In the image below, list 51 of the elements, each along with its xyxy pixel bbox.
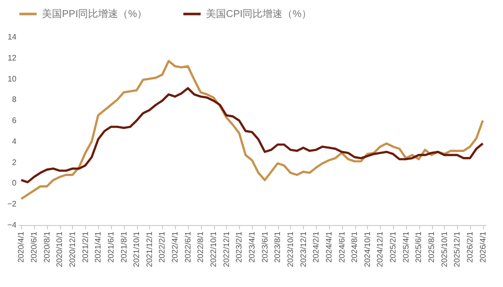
- x-tick-label: 2025/4/1: [401, 230, 410, 263]
- x-tick-label: 2022/6/1: [183, 230, 192, 263]
- y-tick-label: 4: [12, 136, 18, 146]
- x-tick-label: 2023/2/1: [234, 230, 244, 263]
- x-tick-label: 2024/12/1: [376, 230, 385, 268]
- x-tick-label: 2026/4/1: [478, 230, 488, 263]
- x-tick-label: 2025/6/1: [414, 230, 424, 263]
- y-tick-label: 14: [8, 32, 18, 42]
- x-tick-label: 2022/2/1: [158, 230, 167, 263]
- x-tick-label: 2023/4/1: [248, 230, 256, 263]
- x-tick-label: 2021/4/1: [94, 230, 103, 263]
- x-tick-label: 2023/8/1: [273, 230, 282, 263]
- y-tick-label: 0: [12, 178, 18, 188]
- line-series: [20, 60, 484, 200]
- x-tick-label: 2023/10/1: [286, 230, 295, 268]
- x-tick-label: 2025/2/1: [388, 230, 398, 263]
- x-tick-label: 2020/10/1: [55, 230, 64, 268]
- x-tick-label: 2021/12/1: [144, 230, 154, 268]
- y-tick-label: 2: [12, 158, 18, 167]
- legend-label: 美国CPI同比增速（%）: [206, 8, 312, 20]
- x-tick-label: 2022/4/1: [170, 230, 180, 263]
- x-tick-label: 2025/10/1: [440, 230, 449, 268]
- x-tick-label: 2022/10/1: [209, 230, 218, 268]
- x-tick-label: 2021/6/1: [106, 230, 116, 263]
- y-tick-label: 8: [12, 95, 18, 104]
- x-tick-label: 2023/12/1: [298, 230, 308, 268]
- x-tick-label: 2021/8/1: [119, 230, 128, 263]
- x-tick-label: 2022/8/1: [196, 230, 206, 263]
- x-tick-label: 2024/4/1: [324, 230, 334, 263]
- x-tick-label: 2020/6/1: [30, 230, 39, 263]
- y-tick-label: −4: [7, 220, 18, 230]
- x-tick-label: 2025/12/1: [452, 230, 462, 268]
- x-tick-label: 2025/8/1: [427, 230, 436, 263]
- x-tick-label: 2026/2/1: [465, 230, 474, 263]
- x-tick-label: 2023/6/1: [260, 230, 270, 263]
- x-tick-label: 2021/10/1: [132, 230, 142, 268]
- x-tick-label: 2020/8/1: [42, 230, 52, 263]
- y-tick-label: 6: [12, 116, 18, 126]
- x-tick-label: 2024/8/1: [350, 230, 360, 263]
- x-tick-label: 2022/12/1: [222, 230, 231, 268]
- y-tick-label: 12: [8, 53, 18, 62]
- y-tick-label: −2: [7, 200, 18, 209]
- x-tick-label: 2024/10/1: [362, 230, 372, 268]
- x-tick-label: 2024/2/1: [312, 230, 321, 263]
- x-tick-label: 2024/6/1: [337, 230, 346, 263]
- x-tick-label: 2020/12/1: [68, 230, 77, 268]
- x-tick-label: 2020/4/1: [16, 230, 26, 263]
- line-series: [20, 87, 484, 184]
- legend-label: 美国PPI同比增速（%）: [42, 8, 148, 20]
- y-tick-label: 10: [8, 74, 18, 84]
- x-tick-label: 2021/2/1: [80, 230, 90, 263]
